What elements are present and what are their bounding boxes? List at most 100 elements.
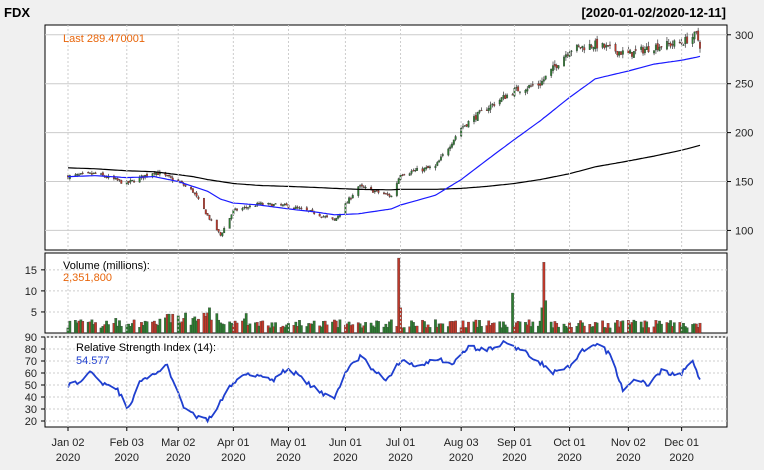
x-tick-label-year: 2020 — [333, 452, 357, 464]
price-candle-body — [699, 41, 701, 49]
price-candle-body — [596, 38, 599, 49]
price-candle-body — [357, 186, 360, 196]
volume-bar — [364, 322, 367, 334]
volume-bar — [570, 327, 573, 334]
price-candle-body — [570, 50, 573, 52]
price-candle-body — [447, 148, 450, 156]
volume-tick-label: 15 — [25, 265, 37, 277]
price-candle-body — [631, 52, 633, 57]
volume-bar — [542, 262, 546, 334]
price-candle-body — [691, 37, 694, 44]
price-candle-body — [590, 45, 593, 48]
volume-bar — [672, 322, 676, 334]
price-candle-body — [539, 83, 542, 86]
x-tick-label-month: Dec 01 — [664, 437, 699, 449]
price-candle-body — [660, 46, 663, 48]
price-candle-body — [335, 217, 338, 221]
price-candle-body — [467, 120, 470, 128]
price-candle-body — [267, 203, 270, 205]
rsi-tick-label: 50 — [25, 380, 37, 392]
price-tick-label: 200 — [735, 128, 753, 140]
price-candle-body — [384, 193, 387, 195]
price-candle-body — [632, 51, 635, 58]
x-tick-label-year: 2020 — [56, 452, 80, 464]
rsi-line — [67, 339, 701, 424]
price-candle-body — [129, 180, 132, 183]
price-candle-body — [428, 166, 431, 169]
price-candle-body — [423, 167, 426, 172]
price-candle-body — [581, 45, 584, 48]
volume-bar — [377, 321, 380, 334]
price-candle-body — [653, 50, 656, 54]
x-tick-label-month: May 01 — [270, 437, 306, 449]
price-candle-body — [234, 208, 237, 210]
price-candle-body — [241, 208, 244, 211]
volume-bar — [197, 318, 200, 334]
price-candle-body — [473, 116, 475, 122]
price-candle-body — [489, 104, 492, 110]
price-candle-body — [326, 215, 328, 218]
price-candle-body — [416, 168, 419, 171]
volume-tick-label: 5 — [31, 307, 37, 319]
volume-bar — [158, 318, 162, 334]
price-candle-body — [436, 162, 439, 166]
x-tick-label-month: Jan 02 — [51, 437, 84, 449]
price-candle-body — [629, 50, 632, 54]
price-candle-body — [386, 193, 389, 195]
x-tick-label-year: 2020 — [115, 452, 139, 464]
price-candle-body — [465, 124, 468, 127]
price-candle-body — [230, 214, 233, 219]
price-candle-body — [463, 125, 466, 127]
price-tick-label: 150 — [735, 177, 753, 189]
price-candle-body — [566, 54, 569, 56]
price-candle-body — [94, 172, 97, 174]
price-candle-body — [642, 47, 644, 54]
price-candle-body — [320, 216, 323, 218]
price-candle-body — [669, 42, 672, 47]
price-candle-body — [184, 185, 187, 187]
volume-bar — [505, 326, 509, 334]
volume-bar — [698, 322, 702, 334]
price-candle-body — [100, 173, 103, 175]
price-candle-body — [614, 43, 617, 52]
price-candle-body — [528, 85, 531, 88]
price-candle-body — [245, 207, 248, 209]
volume-bar — [557, 326, 560, 334]
price-candle-body — [500, 97, 503, 102]
price-candle-body — [401, 174, 404, 176]
x-tick-label-year: 2020 — [221, 452, 245, 464]
price-candle-body — [502, 95, 505, 99]
price-candle-body — [695, 31, 698, 33]
volume-bar — [399, 307, 402, 334]
volume-bar — [467, 321, 470, 334]
volume-bar — [209, 319, 213, 334]
volume-bar — [634, 321, 638, 334]
price-candle-body — [526, 88, 529, 92]
price-candle-body — [210, 219, 213, 221]
price-candle-body — [155, 172, 158, 175]
volume-bar — [608, 327, 612, 334]
price-candle-body — [678, 41, 681, 44]
price-candle-body — [609, 44, 611, 46]
price-candle-body — [640, 46, 643, 50]
price-candle-body — [557, 65, 560, 69]
price-candle-body — [671, 44, 674, 46]
price-candle-body — [293, 207, 295, 210]
price-candle-body — [487, 108, 490, 112]
price-candle-body — [324, 216, 327, 218]
volume-bar — [660, 323, 663, 334]
price-candle-body — [87, 172, 90, 174]
price-tick-label: 250 — [735, 79, 753, 91]
price-candle-body — [89, 172, 91, 174]
volume-bar — [107, 324, 110, 334]
price-candle-body — [195, 192, 198, 197]
price-candle-body — [634, 49, 637, 51]
volume-bar — [511, 292, 514, 334]
price-candle-body — [440, 156, 442, 161]
price-candle-body — [258, 202, 261, 205]
rsi-tick-label: 70 — [25, 356, 37, 368]
price-candle-body — [656, 43, 659, 50]
price-candle-body — [474, 115, 477, 120]
price-candle-body — [421, 168, 424, 172]
price-candle-body — [579, 47, 582, 49]
